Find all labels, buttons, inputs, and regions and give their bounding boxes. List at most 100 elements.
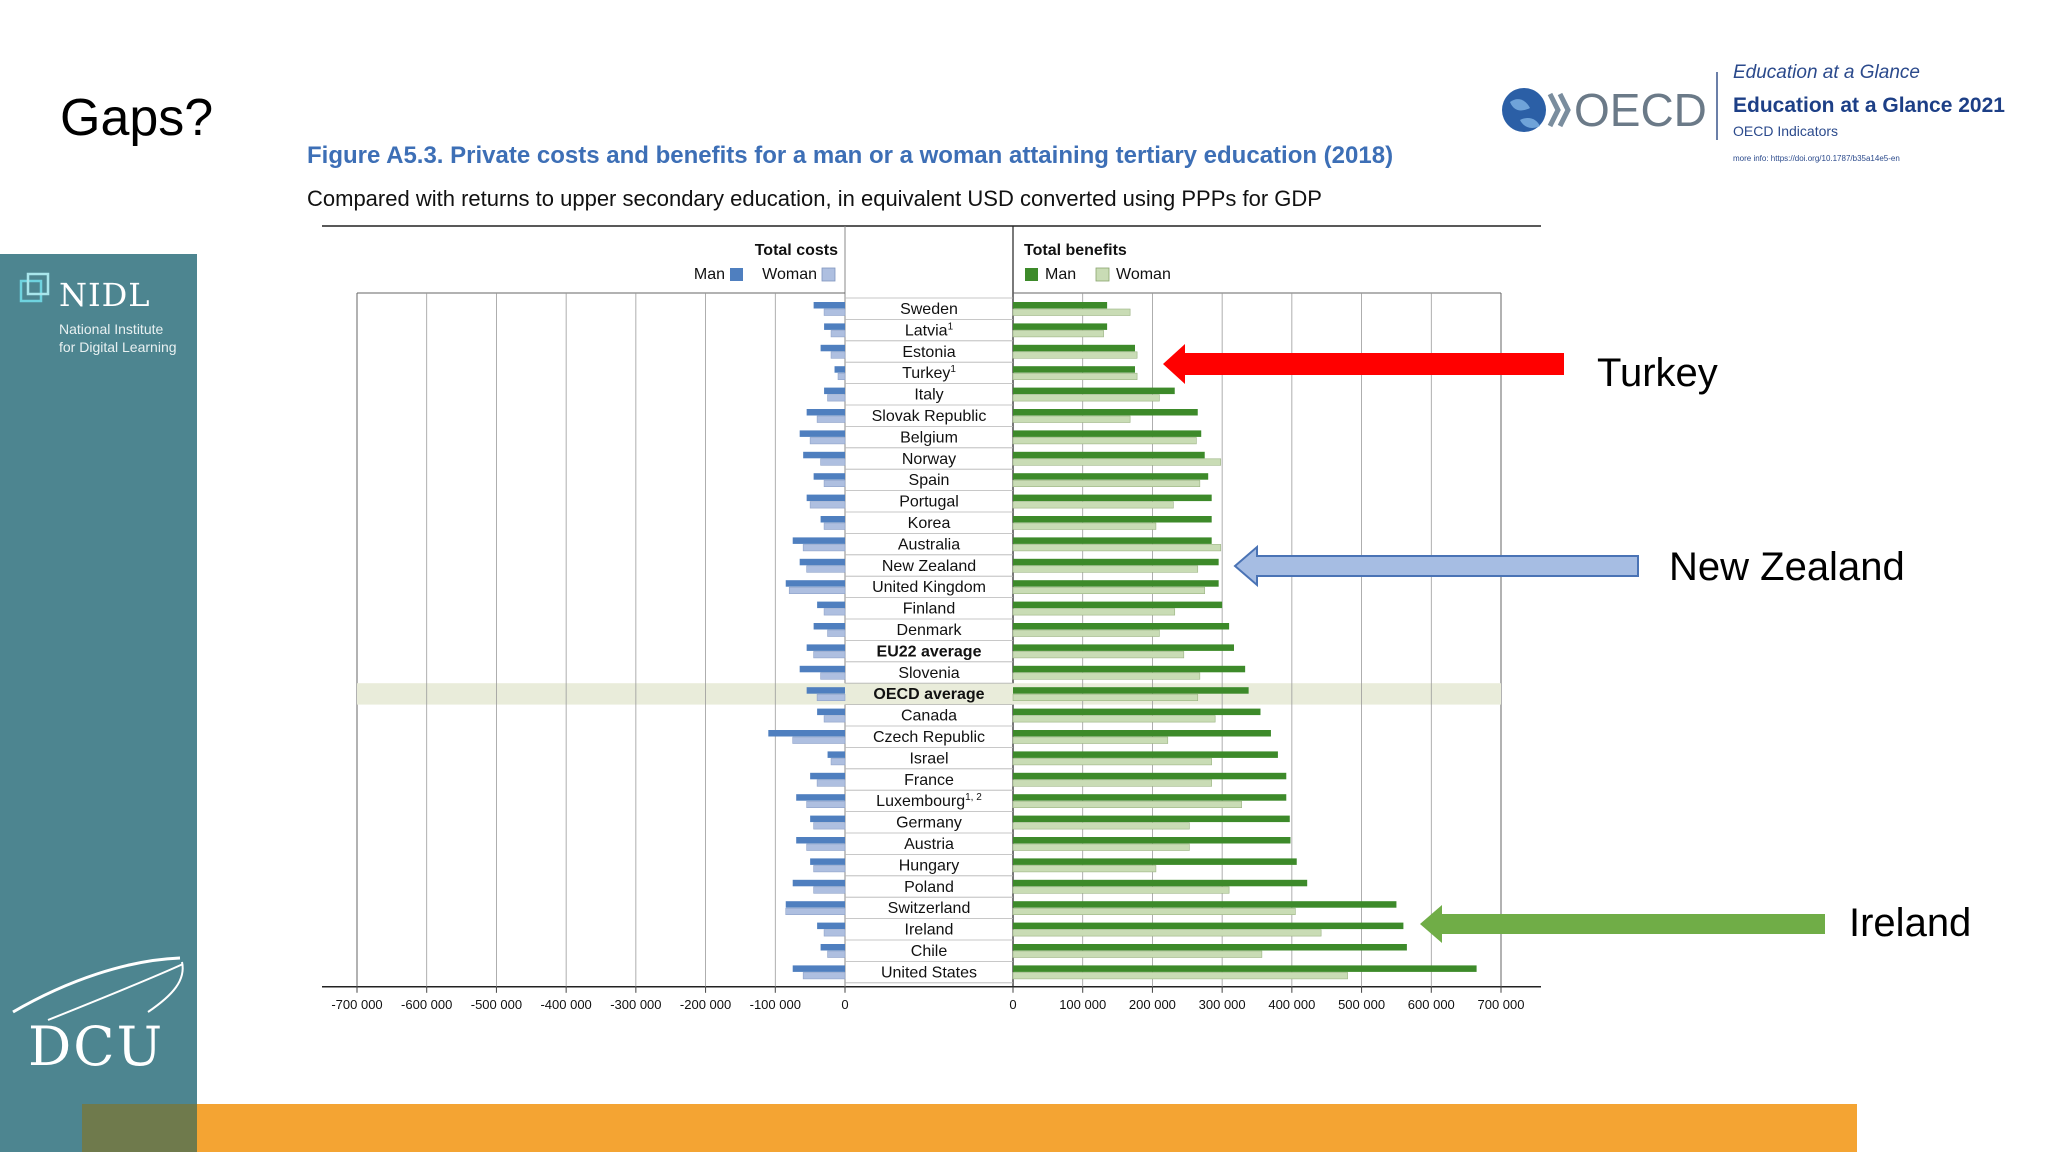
nidl-subtitle-line1: National Institute: [59, 321, 164, 337]
new-zealand-arrow: [1233, 544, 1639, 588]
benefit-tick-label: 0: [1009, 997, 1016, 1012]
benefit-bar-woman: [1012, 522, 1157, 530]
cost-bar-woman: [823, 608, 846, 616]
cost-bar-man: [817, 601, 845, 609]
cost-tick-label: -100 000: [750, 997, 801, 1012]
benefit-bar-man: [1013, 687, 1249, 694]
cost-bar-woman: [809, 501, 846, 509]
category-label: Spain: [909, 472, 950, 489]
category-label: New Zealand: [882, 558, 976, 575]
cost-bar-man: [820, 516, 845, 523]
benefit-panel-title: Total benefits: [1024, 242, 1127, 259]
benefit-bar-woman: [1012, 822, 1190, 830]
benefit-bar-woman: [1012, 736, 1169, 744]
cost-bar-man: [806, 409, 845, 416]
benefit-legend-woman-swatch: [1095, 267, 1110, 282]
benefit-bar-woman: [1012, 779, 1212, 787]
ireland-arrow: [1420, 905, 1825, 943]
benefit-bar-man: [1013, 601, 1223, 609]
benefit-bar-man: [1013, 922, 1404, 930]
benefit-bar-man: [1013, 837, 1291, 844]
category-label: Italy: [914, 387, 943, 404]
benefit-tick-label: 100 000: [1059, 997, 1106, 1012]
benefit-tick-label: 500 000: [1338, 997, 1385, 1012]
cost-bar-woman: [816, 693, 846, 702]
cost-bar-woman: [806, 565, 846, 573]
benefit-bar-woman: [1012, 479, 1201, 488]
cost-bar-woman: [802, 544, 846, 552]
category-label: Poland: [904, 879, 954, 896]
benefit-bar-woman: [1012, 629, 1160, 637]
cost-tick-label: -500 000: [471, 997, 522, 1012]
benefit-bar-woman: [1012, 437, 1197, 445]
benefit-bar-woman: [1012, 800, 1242, 809]
slide-title: Gaps?: [60, 89, 214, 147]
cost-tick-label: 0: [841, 997, 848, 1012]
benefit-bar-woman: [1012, 651, 1185, 659]
benefit-bar-woman: [1012, 458, 1222, 466]
cost-bar-woman: [823, 479, 846, 488]
cost-bar-man: [820, 344, 845, 352]
eag-more-info: more info: https://doi.org/10.1787/b35a1…: [1733, 154, 1900, 163]
benefit-bar-man: [1013, 901, 1397, 908]
category-label: EU22 average: [877, 643, 982, 660]
benefit-bar-man: [1013, 558, 1219, 566]
benefit-legend-man-label: Man: [1045, 266, 1076, 283]
cost-bar-man: [824, 387, 845, 395]
cost-bar-man: [792, 879, 845, 887]
benefit-bar-woman: [1012, 544, 1222, 552]
benefit-bar-woman: [1012, 351, 1138, 359]
cost-legend-woman-swatch: [821, 267, 836, 282]
benefit-bar-man: [1013, 858, 1297, 865]
benefit-bar-man: [1013, 344, 1135, 352]
benefit-bar-man: [1013, 944, 1407, 951]
benefit-bar-man: [1013, 580, 1219, 587]
benefit-bar-woman: [1012, 950, 1263, 958]
benefit-bar-woman: [1012, 586, 1206, 595]
new-zealand-callout-label: New Zealand: [1669, 545, 1905, 589]
benefit-bar-man: [1013, 430, 1202, 437]
turkey-arrow: [1163, 344, 1564, 384]
category-label: Luxembourg1, 2: [876, 792, 982, 810]
benefit-bar-man: [1013, 409, 1198, 416]
benefit-bar-woman: [1012, 501, 1174, 509]
benefit-bar-man: [1013, 965, 1477, 972]
benefit-bar-woman: [1012, 715, 1216, 723]
benefit-bar-woman: [1012, 693, 1199, 702]
cost-tick-label: -400 000: [540, 997, 591, 1012]
category-label: Finland: [903, 601, 955, 618]
benefit-bar-man: [1013, 644, 1234, 651]
cost-bar-man: [799, 558, 845, 566]
cost-tick-label: -200 000: [680, 997, 731, 1012]
category-label: Portugal: [899, 494, 959, 511]
category-label: Austria: [904, 836, 954, 853]
bottom-accent-bar: [82, 1104, 1857, 1152]
cost-bar-woman: [806, 843, 846, 851]
benefit-bar-man: [1013, 708, 1261, 716]
benefit-bar-woman: [1012, 907, 1296, 916]
oecd-logo-text: OECD: [1574, 84, 1707, 136]
cost-bar-woman: [823, 929, 846, 937]
cost-bar-man: [785, 901, 845, 908]
category-label: Hungary: [899, 857, 959, 874]
benefit-bar-woman: [1012, 758, 1212, 766]
cost-bar-man: [799, 665, 845, 673]
cost-bar-woman: [813, 886, 846, 894]
cost-tick-label: -600 000: [401, 997, 452, 1012]
cost-bar-woman: [827, 950, 846, 958]
cost-bar-man: [810, 772, 845, 780]
category-label: Czech Republic: [873, 729, 985, 746]
category-label: Israel: [909, 750, 948, 767]
cost-bar-man: [810, 815, 845, 823]
cost-bar-woman: [820, 672, 846, 680]
eag-title-year: Education at a Glance 2021: [1733, 94, 2005, 117]
cost-bar-man: [827, 751, 845, 758]
benefit-bar-woman: [1012, 330, 1104, 338]
cost-bar-woman: [827, 394, 846, 402]
cost-bar-woman: [830, 330, 846, 338]
cost-bar-woman: [830, 758, 846, 766]
category-label: Sweden: [900, 301, 958, 318]
benefit-bar-man: [1013, 815, 1290, 823]
category-label: United Kingdom: [872, 579, 986, 596]
